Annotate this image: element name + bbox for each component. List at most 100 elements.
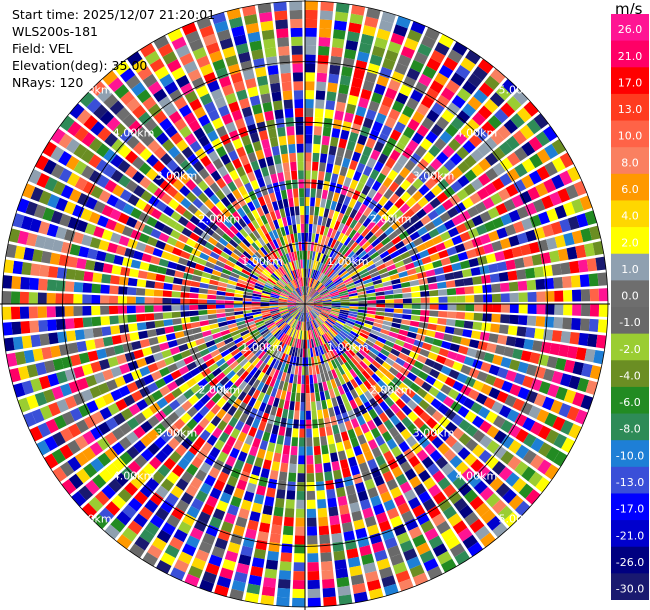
velocity-gate [397,54,412,67]
velocity-gate [294,329,299,339]
velocity-gate [278,380,285,391]
velocity-gate [210,349,221,358]
velocity-gate [431,513,446,527]
velocity-gate [571,317,581,331]
velocity-gate [119,451,133,466]
velocity-gate [483,470,498,486]
velocity-gate [340,185,349,196]
velocity-gate [589,225,601,241]
velocity-gate [287,336,293,346]
velocity-gate [310,290,317,298]
velocity-gate [438,348,450,357]
velocity-gate [96,348,108,360]
velocity-gate [215,125,228,138]
velocity-gate [74,435,89,450]
velocity-gate [102,336,114,347]
velocity-gate [248,574,262,586]
velocity-gate [208,554,223,567]
velocity-gate [359,383,368,394]
velocity-gate [481,274,491,284]
velocity-gate [330,310,340,315]
velocity-gate [76,257,87,270]
velocity-gate [159,180,172,192]
velocity-gate [325,100,336,111]
velocity-gate [111,427,125,441]
velocity-gate [367,487,379,499]
velocity-gate [318,171,325,181]
velocity-gate [288,296,297,301]
range-ring-label: 2.00km [199,212,241,225]
velocity-gate [172,353,183,362]
velocity-gate [196,449,208,461]
velocity-gate [496,227,508,239]
velocity-gate [389,193,400,204]
velocity-gate [567,166,581,182]
velocity-gate [291,437,299,447]
velocity-gate [488,230,500,242]
velocity-gate [228,384,238,395]
velocity-gate [393,494,407,507]
velocity-gate [334,323,343,330]
velocity-gate [230,272,240,279]
velocity-gate [114,60,130,76]
velocity-gate [207,294,217,300]
velocity-gate [404,518,419,531]
velocity-gate [397,154,409,167]
velocity-gate [384,87,398,100]
velocity-gate [241,423,251,435]
velocity-gate [316,252,322,262]
velocity-gate [332,29,346,40]
velocity-gate [359,545,372,557]
velocity-gate [264,110,274,121]
velocity-gate [416,271,427,279]
velocity-gate [314,463,323,474]
velocity-gate [455,353,467,364]
velocity-gate [44,176,58,192]
velocity-gate [124,247,135,258]
velocity-gate [12,336,24,351]
velocity-gate [225,260,236,268]
velocity-gate [375,112,387,125]
velocity-gate [306,286,309,296]
velocity-gate [346,31,360,42]
velocity-gate [456,110,471,124]
velocity-gate [325,217,332,228]
velocity-gate [480,383,493,396]
velocity-gate [233,571,248,583]
velocity-gate [233,307,243,312]
velocity-gate [314,328,320,338]
velocity-gate [301,304,305,313]
velocity-gate [442,396,455,408]
velocity-gate [312,279,317,289]
velocity-gate [282,264,289,274]
colorbar-tick-label: -6.0 [619,396,640,409]
velocity-gate [64,293,74,304]
velocity-gate [484,182,497,196]
velocity-gate [395,453,407,466]
velocity-gate [147,81,163,95]
velocity-gate [361,227,370,238]
velocity-gate [334,377,342,387]
velocity-gate [220,349,231,358]
velocity-gate [511,194,524,208]
velocity-gate [94,490,110,506]
velocity-gate [354,426,363,437]
velocity-gate [262,288,272,293]
velocity-gate [377,133,389,145]
velocity-gate [238,380,248,391]
velocity-gate [280,310,289,315]
velocity-gate [436,223,448,234]
velocity-gate [230,373,240,384]
velocity-gate [224,296,235,301]
velocity-gate [485,493,501,508]
velocity-gate [312,308,321,313]
velocity-gate [306,268,309,278]
velocity-gate [216,397,227,408]
velocity-gate [290,280,296,290]
velocity-gate [239,228,249,238]
velocity-gate [73,143,88,159]
velocity-gate [194,436,206,449]
velocity-gate [325,319,334,327]
velocity-gate [297,473,305,483]
velocity-gate [305,298,313,304]
